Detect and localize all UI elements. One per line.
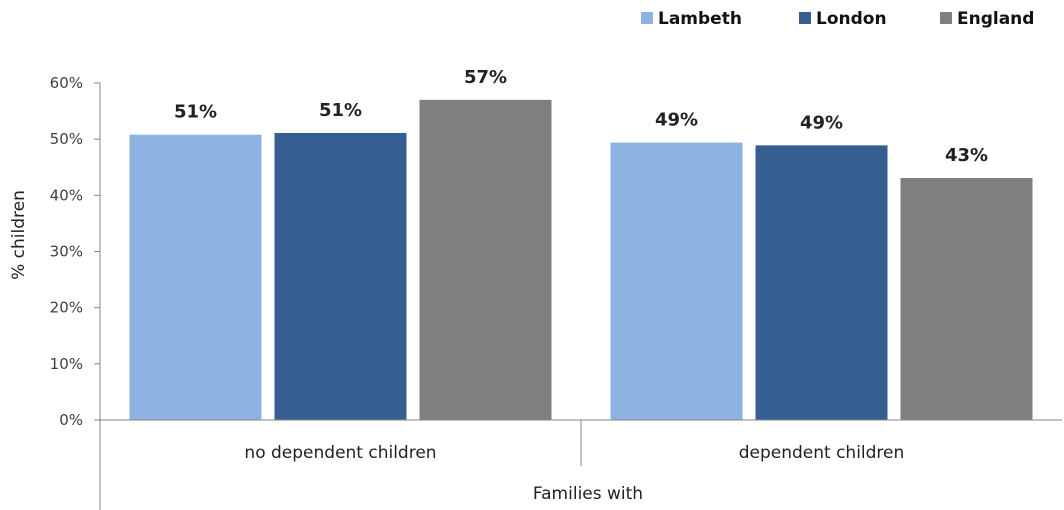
legend-swatch-lambeth: [641, 12, 653, 24]
data-label: 51%: [319, 100, 362, 121]
y-tick-label: 10%: [50, 355, 83, 373]
x-category-label: no dependent children: [244, 443, 436, 463]
data-label: 49%: [655, 110, 698, 131]
bar-london: [274, 132, 407, 420]
legend-swatch-england: [940, 12, 952, 24]
bar-lambeth: [610, 142, 743, 420]
y-tick-label: 0%: [59, 411, 83, 429]
y-axis-title: % children: [9, 190, 29, 280]
bars: 51% 51% 57% 49% 49% 43%: [129, 67, 1033, 420]
y-tick-label: 20%: [50, 299, 83, 317]
bar-lambeth: [129, 134, 262, 420]
legend-label-lambeth: Lambeth: [658, 9, 742, 29]
y-tick-label: 50%: [50, 130, 83, 148]
legend-swatch-london: [799, 12, 811, 24]
y-axis: 0% 10% 20% 30% 40% 50% 60%: [50, 74, 101, 510]
y-tick-label: 60%: [50, 74, 83, 92]
data-label: 49%: [800, 112, 843, 133]
data-label: 51%: [174, 102, 217, 123]
legend-label-england: England: [957, 9, 1034, 29]
x-category-label: dependent children: [739, 443, 905, 463]
legend: Lambeth London England: [641, 9, 1034, 29]
y-tick-label: 40%: [50, 186, 83, 204]
bar-england: [419, 99, 552, 420]
bar-england: [900, 177, 1033, 420]
legend-label-london: London: [816, 9, 887, 29]
bar-london: [755, 145, 888, 420]
data-label: 57%: [464, 67, 507, 88]
data-label: 43%: [945, 145, 988, 166]
x-axis-title: Families with: [533, 484, 643, 504]
y-tick-label: 30%: [50, 243, 83, 261]
x-axis: no dependent children dependent children: [100, 419, 1062, 466]
